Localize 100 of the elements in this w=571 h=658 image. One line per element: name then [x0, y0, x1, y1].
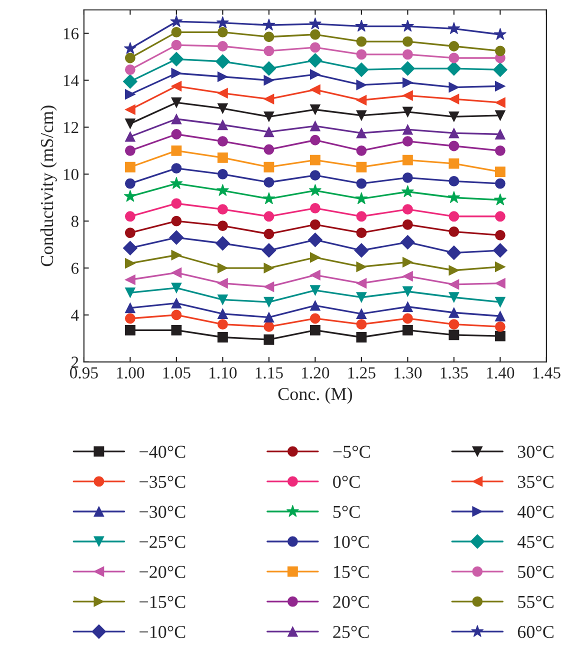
point [400, 234, 415, 250]
x-tick-label: 1.10 [210, 367, 237, 379]
legend-label: −20°C [140, 566, 186, 578]
point [402, 271, 413, 282]
point [264, 32, 274, 42]
point [217, 319, 228, 330]
point [217, 136, 228, 147]
point [171, 145, 182, 156]
point [494, 28, 506, 40]
point [171, 268, 182, 278]
point [356, 80, 367, 90]
point [124, 145, 136, 156]
point [310, 42, 320, 53]
point [124, 211, 136, 222]
x-tick-label: 1.15 [256, 367, 283, 379]
point [494, 129, 506, 140]
point [402, 313, 413, 324]
point [264, 94, 274, 104]
y-tick-label: 6 [71, 262, 79, 274]
point [402, 49, 413, 60]
legend-label: 15°C [334, 566, 369, 578]
y-tick-label: 14 [64, 75, 79, 86]
point [310, 170, 320, 181]
point [217, 308, 228, 319]
point [448, 292, 460, 303]
point [310, 285, 320, 296]
point [124, 190, 136, 202]
point [448, 140, 460, 152]
point [448, 41, 460, 52]
x-tick-label: 1.40 [487, 367, 514, 379]
y-tick-label: 4 [71, 310, 79, 321]
point [492, 243, 508, 258]
y-tick-label: 10 [64, 168, 78, 180]
legend-label: 35°C [518, 476, 554, 488]
legend-label: −10°C [140, 626, 186, 638]
point [354, 243, 369, 258]
point [494, 110, 506, 121]
y-tick-label: 2 [71, 356, 78, 368]
point [310, 84, 320, 95]
point [494, 310, 506, 322]
point [124, 228, 136, 238]
point [356, 178, 367, 189]
point [446, 61, 462, 76]
legend-label: −30°C [140, 506, 186, 518]
point [124, 325, 136, 336]
point [402, 302, 413, 312]
point [494, 262, 506, 272]
point [402, 286, 413, 297]
point [494, 97, 506, 108]
y-tick-label: 8 [71, 216, 78, 228]
point [310, 252, 320, 263]
point [124, 89, 136, 100]
x-tick-label: 1.45 [533, 367, 560, 379]
point [169, 52, 184, 66]
point [356, 262, 367, 272]
point [124, 287, 136, 298]
point [356, 145, 367, 156]
point [310, 313, 320, 324]
point [169, 230, 184, 245]
point [402, 219, 413, 230]
point [356, 319, 367, 330]
point [124, 178, 136, 189]
point [310, 104, 320, 115]
point [310, 300, 320, 311]
point [308, 232, 322, 248]
point [124, 131, 136, 142]
point [171, 80, 182, 92]
point [264, 312, 274, 323]
point [124, 104, 136, 115]
point [494, 278, 506, 288]
point [356, 36, 367, 47]
x-tick-label: 1.30 [394, 367, 422, 379]
point [308, 53, 322, 68]
legend-label: 40°C [517, 506, 554, 518]
point [402, 106, 413, 118]
legend-label: 50°C [518, 566, 554, 578]
point [494, 178, 506, 189]
point [171, 129, 182, 140]
point [171, 298, 182, 308]
point [124, 118, 136, 129]
point [448, 94, 460, 104]
point [310, 325, 320, 336]
point [308, 184, 322, 196]
point [355, 20, 368, 32]
legend-label: 30°C [518, 446, 554, 458]
point [171, 163, 182, 174]
point [171, 114, 182, 124]
point [170, 15, 183, 28]
point [217, 120, 228, 130]
point [356, 211, 367, 222]
point [401, 20, 414, 32]
point [124, 64, 136, 75]
point [356, 278, 367, 288]
point [494, 321, 506, 332]
point [310, 154, 320, 166]
point [171, 216, 182, 226]
point [356, 128, 367, 138]
point [264, 46, 274, 56]
point [264, 111, 274, 122]
point [217, 294, 228, 305]
